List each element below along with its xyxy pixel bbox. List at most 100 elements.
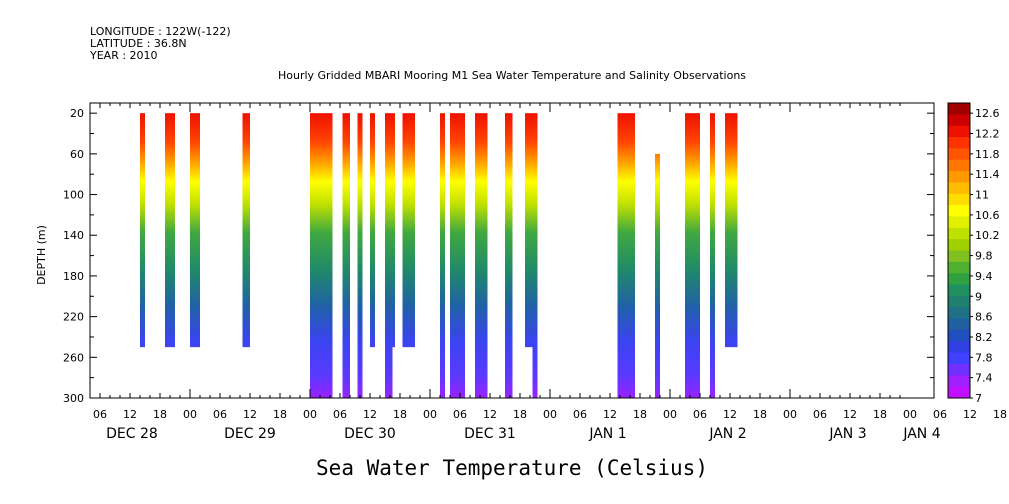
data-column <box>402 113 415 348</box>
data-column <box>357 113 363 398</box>
x-day-label: DEC 29 <box>224 426 276 442</box>
colorbar-segment <box>948 341 970 354</box>
data-column <box>370 113 375 348</box>
colorbar-label: 11.8 <box>975 148 1000 161</box>
x-day-label: JAN 3 <box>828 426 866 442</box>
x-hour-label: 06 <box>93 408 107 421</box>
colorbar-label: 10.6 <box>975 209 1000 222</box>
x-hour-label: 06 <box>693 408 707 421</box>
x-day-label: DEC 28 <box>106 426 158 442</box>
y-tick-label: 300 <box>63 392 84 405</box>
header-year: YEAR : 2010 <box>89 49 158 62</box>
x-hour-label: 06 <box>213 408 227 421</box>
x-hour-label: 00 <box>423 408 437 421</box>
x-hour-label: 12 <box>603 408 617 421</box>
colorbar-label: 7.8 <box>975 351 993 364</box>
x-hour-label: 06 <box>333 408 347 421</box>
colorbar-segment <box>948 239 970 251</box>
colorbar-label: 7 <box>975 392 982 405</box>
data-column <box>450 113 465 398</box>
data-column <box>525 113 533 348</box>
data-column <box>190 113 200 348</box>
header-longitude: LONGITUDE : 122W(-122) <box>90 25 231 38</box>
y-tick-label: 20 <box>70 107 84 120</box>
x-hour-label: 18 <box>633 408 647 421</box>
data-column <box>392 113 395 348</box>
data-column <box>310 113 333 398</box>
x-hour-label: 18 <box>153 408 167 421</box>
colorbar-segment <box>948 307 970 320</box>
data-column <box>342 113 350 398</box>
x-hour-label: 00 <box>183 408 197 421</box>
colorbar-segment <box>948 171 970 183</box>
colorbar-segment <box>948 182 970 195</box>
data-column <box>165 113 175 348</box>
x-hour-label: 12 <box>843 408 857 421</box>
data-column <box>475 113 488 398</box>
colorbar-segment <box>948 114 970 127</box>
header-latitude: LATITUDE : 36.8N <box>90 37 187 50</box>
data-column <box>710 113 715 398</box>
y-tick-label: 60 <box>70 148 84 161</box>
x-hour-label: 18 <box>393 408 407 421</box>
data-column <box>140 113 145 348</box>
x-hour-label: 00 <box>663 408 677 421</box>
colorbar-label: 12.6 <box>975 107 1000 120</box>
colorbar-segment <box>948 148 970 161</box>
x-day-label: DEC 30 <box>344 426 396 442</box>
x-hour-label: 18 <box>993 408 1007 421</box>
colorbar-label: 11.4 <box>975 168 1000 181</box>
x-hour-label: 12 <box>123 408 137 421</box>
colorbar-segment <box>948 227 970 240</box>
colorbar-segment <box>948 261 970 274</box>
x-hour-label: 12 <box>483 408 497 421</box>
colorbar-segment <box>948 329 970 342</box>
colorbar-segment <box>948 352 970 365</box>
y-tick-label: 260 <box>63 351 84 364</box>
colorbar: 12.6 12.2 11.8 11.4 11 10.6 10.2 9.8 9.4 9 8.6 8.2 7… <box>947 102 1000 405</box>
colorbar-segment <box>948 375 970 388</box>
x-day-labels: DEC 28 DEC 29 DEC 30 DEC 31 JAN 1 JAN 2 JAN 3 J… <box>106 426 941 442</box>
y-tick-label: 220 <box>63 311 84 324</box>
x-hour-label: 00 <box>543 408 557 421</box>
colorbar-segment <box>948 216 970 229</box>
y-tick-label: 180 <box>63 270 84 283</box>
plot-frame <box>89 102 935 399</box>
colorbar-segment <box>948 205 970 217</box>
data-columns <box>140 113 738 398</box>
colorbar-segment <box>948 295 970 308</box>
colorbar-segment <box>948 250 970 263</box>
x-day-label: DEC 31 <box>464 426 516 442</box>
x-hour-label: 06 <box>453 408 467 421</box>
colorbar-segment <box>948 318 970 331</box>
x-hour-label: 12 <box>243 408 257 421</box>
x-axis-ticks <box>89 103 901 398</box>
x-hour-label: 18 <box>753 408 767 421</box>
x-hour-label: 12 <box>363 408 377 421</box>
colorbar-label: 9 <box>975 290 982 303</box>
y-axis-ticks: 20 60 100 140 180 220 260 300 <box>63 107 934 405</box>
colorbar-label: 9.8 <box>975 250 993 263</box>
colorbar-frame <box>947 102 971 399</box>
x-hour-label: 06 <box>813 408 827 421</box>
x-hour-label: 00 <box>303 408 317 421</box>
data-column <box>617 113 635 398</box>
colorbar-segment <box>948 386 970 399</box>
data-column <box>440 113 445 398</box>
colorbar-segment <box>948 137 970 149</box>
x-day-label: JAN 2 <box>708 426 746 442</box>
x-day-label: JAN 1 <box>588 426 626 442</box>
colorbar-segment <box>948 125 970 138</box>
data-column <box>725 113 738 348</box>
x-hour-label: 00 <box>903 408 917 421</box>
x-hour-label: 18 <box>273 408 287 421</box>
y-axis-label: DEPTH (m) <box>35 225 48 285</box>
data-column <box>532 113 538 398</box>
colorbar-segment <box>948 159 970 172</box>
x-hour-label: 06 <box>573 408 587 421</box>
colorbar-label: 7.4 <box>975 372 993 385</box>
colorbar-label: 8.6 <box>975 311 993 324</box>
colorbar-segment <box>948 284 970 297</box>
colorbar-label: 8.2 <box>975 331 993 344</box>
x-hour-label: 00 <box>783 408 797 421</box>
